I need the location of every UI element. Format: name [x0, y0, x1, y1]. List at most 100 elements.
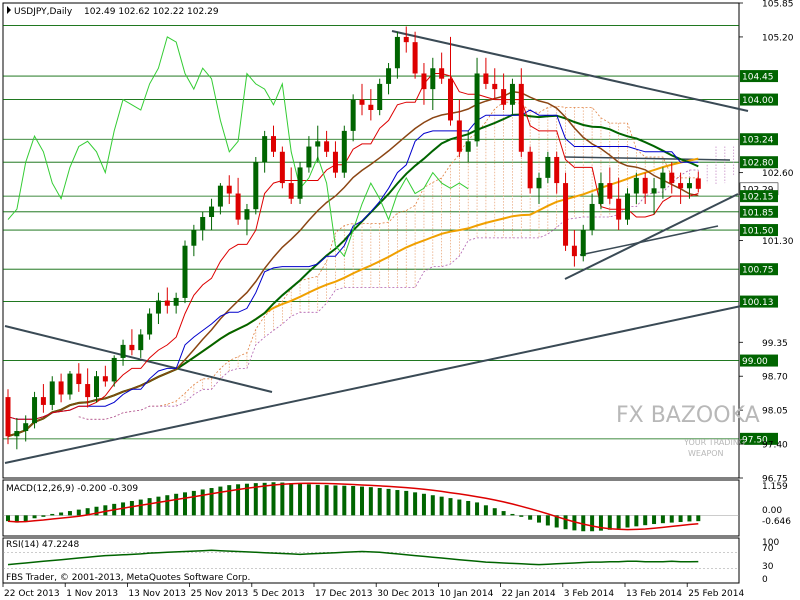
watermark-tagline-2: WEAPON	[688, 449, 724, 458]
macd-bar	[669, 515, 674, 523]
candle-body	[155, 300, 161, 314]
candle-body	[678, 183, 684, 189]
macd-bar	[492, 508, 497, 516]
macd-bar	[368, 487, 373, 516]
macd-bar	[616, 515, 621, 529]
macd-bar	[103, 505, 108, 516]
macd-label: MACD(12,26,9) -0.200 -0.309	[6, 484, 138, 494]
candle-body	[580, 230, 586, 257]
macd-bar	[660, 515, 665, 524]
candle-body	[501, 89, 507, 105]
level-label: 97.50	[742, 435, 768, 445]
macd-bar	[289, 483, 294, 516]
candle-body	[421, 73, 427, 90]
candle-body	[102, 376, 108, 382]
level-label-bg	[740, 156, 778, 169]
candle-body	[120, 344, 126, 358]
candle-body	[545, 156, 551, 178]
candle-body	[368, 104, 374, 111]
level-label: 99.00	[742, 357, 768, 367]
macd-bar	[466, 500, 471, 516]
macd-bar	[183, 492, 187, 516]
candle-body	[448, 78, 453, 121]
macd-bar	[413, 492, 418, 516]
candle-body	[147, 313, 153, 335]
x-tick-label: 22 Jan 2014	[502, 589, 556, 599]
macd-histogram	[3, 482, 739, 532]
watermark-brand: FX BAZOOKA	[616, 403, 760, 428]
macd-bar	[581, 515, 586, 532]
candle-body	[607, 183, 613, 199]
level-label: 100.75	[742, 266, 774, 276]
level-label-bg	[740, 70, 778, 83]
macd-bar	[687, 515, 692, 522]
trend-lines	[4, 30, 761, 464]
candle-body	[173, 297, 179, 306]
candle-body	[359, 99, 365, 105]
candle-body	[32, 397, 38, 424]
macd-bar	[501, 511, 506, 516]
candle-body	[23, 423, 29, 432]
x-tick-label: 22 Oct 2013	[4, 589, 60, 599]
candle-body	[297, 167, 303, 199]
candle-body	[633, 177, 639, 194]
macd-bar	[483, 505, 488, 516]
level-label-bg	[740, 354, 778, 367]
watermark-tagline-1: YOUR TRADING	[683, 438, 745, 447]
candle-body	[686, 183, 692, 189]
chart-header: USDJPY,Daily 102.49 102.62 102.22 102.29	[7, 6, 219, 17]
macd-bar	[572, 515, 577, 531]
candle-body	[315, 141, 321, 147]
macd-bar	[652, 515, 657, 525]
macd-signal-line	[7, 482, 699, 531]
chikou-line	[7, 36, 469, 258]
macd-bar	[209, 488, 214, 516]
candle-body	[527, 151, 533, 189]
candle-body	[226, 185, 232, 194]
x-tick-label: 30 Dec 2013	[377, 589, 435, 599]
macd-bar	[351, 486, 356, 516]
price-axis: 105.85105.20104.45104.00103.24102.80102.…	[739, 0, 794, 485]
triangle-icon	[7, 6, 11, 14]
candle-body	[456, 120, 462, 152]
candle-body	[518, 83, 524, 152]
rsi-scale-0: 0	[762, 575, 768, 585]
level-label-bg	[740, 432, 778, 445]
y-tick-label: 98.05	[762, 407, 788, 417]
time-axis: 22 Oct 2013 1 Nov 2013 13 Nov 2013 25 Nov 2…	[2, 583, 744, 599]
candle-body	[394, 36, 400, 69]
candle-body	[536, 177, 542, 189]
candle-body	[324, 141, 330, 152]
ma-brown-line	[7, 90, 699, 437]
rsi-scale-30: 30	[762, 562, 774, 572]
senkou-a	[78, 101, 699, 420]
macd-scale-bottom: -0.646	[762, 517, 791, 527]
macd-bar	[41, 515, 46, 517]
rsi-line	[3, 549, 739, 569]
candle-body	[5, 397, 11, 437]
candle-body	[271, 136, 276, 152]
level-label-bg	[740, 263, 778, 276]
candle-body	[350, 99, 356, 131]
macd-bar	[519, 515, 524, 517]
candle-body	[465, 141, 471, 152]
candle-body	[94, 376, 99, 398]
level-label-bg	[740, 190, 778, 203]
candle-body	[430, 68, 436, 90]
candle-body	[191, 230, 197, 246]
rsi-label: RSI(14) 47.2248	[6, 540, 79, 550]
x-tick-label: 13 Nov 2013	[128, 589, 186, 599]
macd-bar	[138, 499, 143, 516]
macd-bar	[554, 515, 559, 528]
macd-scale-zero: 0.00	[762, 506, 782, 516]
candle-body	[669, 172, 675, 184]
macd-bar	[147, 498, 152, 516]
candle-body	[412, 42, 418, 74]
candle-body	[598, 183, 604, 204]
candle-body	[341, 130, 347, 173]
macd-bar	[386, 488, 391, 516]
candle-body	[554, 156, 560, 184]
level-label: 104.45	[742, 73, 774, 83]
rsi-path	[7, 549, 699, 566]
